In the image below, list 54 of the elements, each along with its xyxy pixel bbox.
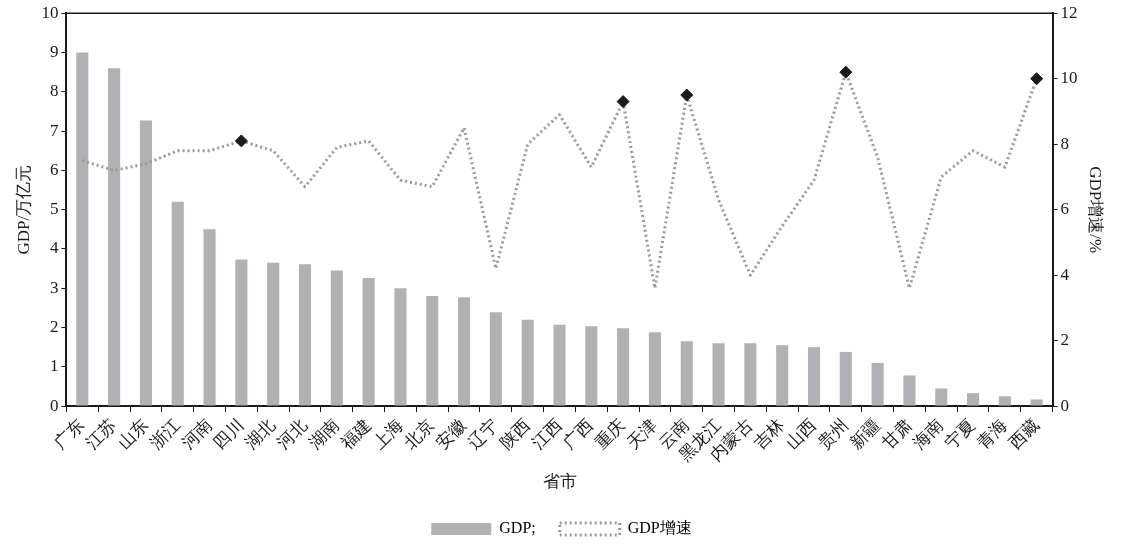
bar [139, 120, 152, 406]
bar [1030, 399, 1043, 406]
y-tick-label: 9 [49, 41, 59, 61]
y-tick-label: 6 [49, 159, 59, 179]
y-tick-label: 0 [49, 395, 59, 415]
y2-tick-label: 12 [1060, 2, 1078, 22]
bar [521, 319, 534, 406]
bar [998, 396, 1011, 406]
y-tick-label: 10 [41, 2, 59, 22]
bar [298, 264, 312, 406]
bar [935, 388, 948, 406]
x-axis-title: 省市 [542, 472, 577, 492]
bar [585, 326, 598, 406]
y2-tick-label: 8 [1060, 133, 1070, 153]
y-tick-label: 4 [49, 238, 59, 258]
bar [394, 288, 407, 406]
y-tick-label: 7 [49, 120, 59, 140]
y-axis-title: GDP/万亿元 [13, 164, 33, 255]
bar [235, 259, 248, 406]
bar [744, 343, 757, 406]
legend-label: GDP; [499, 519, 536, 537]
bar [426, 296, 439, 406]
bar [839, 351, 852, 406]
y2-tick-label: 4 [1060, 264, 1070, 284]
bar [680, 341, 693, 406]
y2-tick-label: 2 [1060, 330, 1070, 350]
bar [76, 52, 89, 406]
bar [330, 270, 343, 406]
bar [489, 312, 502, 406]
y-tick-label: 2 [49, 317, 59, 336]
bar [712, 343, 725, 406]
legend-label: GDP增速 [627, 519, 692, 537]
y2-tick-label: 0 [1060, 395, 1070, 415]
y-tick-label: 1 [49, 356, 59, 376]
bar [903, 375, 916, 406]
bar [267, 262, 280, 406]
y-tick-label: 5 [49, 199, 59, 219]
bar [967, 393, 980, 406]
bar [362, 278, 375, 406]
bar [776, 345, 789, 406]
y2-tick-label: 6 [1060, 199, 1070, 219]
y-tick-label: 8 [49, 81, 59, 101]
bar [553, 324, 566, 406]
y-tick-label: 3 [49, 277, 59, 297]
bar [171, 201, 184, 406]
y2-axis-title: GDP增速/% [1086, 166, 1106, 254]
bar [458, 297, 471, 406]
bar [648, 332, 661, 406]
bar [203, 229, 216, 406]
bar [807, 347, 821, 406]
y2-tick-label: 10 [1060, 68, 1078, 88]
bar [871, 362, 884, 406]
bar [108, 68, 121, 406]
bar [617, 328, 630, 406]
